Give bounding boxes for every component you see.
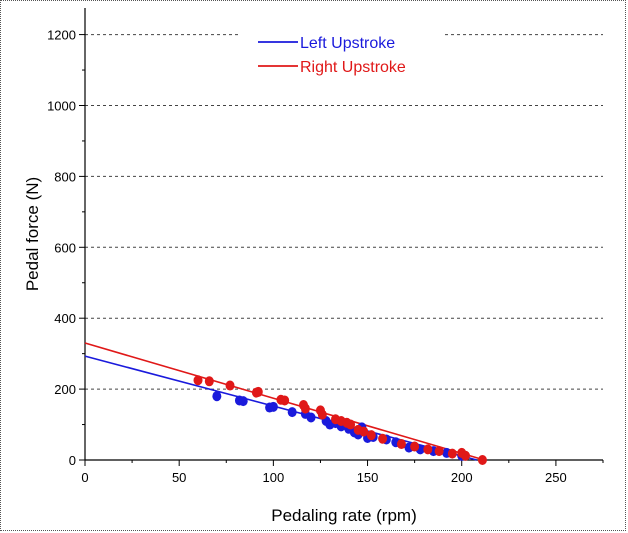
- left-upstroke-point: [268, 401, 278, 412]
- right-upstroke-point: [477, 455, 487, 465]
- right-upstroke-point: [359, 426, 369, 437]
- right-upstroke-point: [410, 441, 420, 452]
- right-upstroke-point: [346, 419, 356, 430]
- left-upstroke-point: [238, 396, 248, 407]
- x-tick-label: 0: [81, 470, 88, 485]
- left-upstroke-point: [287, 407, 297, 418]
- y-axis-title: Pedal force (N): [23, 177, 42, 291]
- legend-label: Left Upstroke: [300, 35, 395, 52]
- y-tick-label: 400: [54, 311, 76, 326]
- grid-layer: [85, 34, 603, 390]
- legend-box: [240, 28, 445, 76]
- left-upstroke-fit-line: [84, 355, 478, 461]
- x-tick-label: 100: [263, 470, 285, 485]
- left-upstroke-point: [212, 391, 222, 402]
- right-upstroke-point: [423, 444, 433, 455]
- right-upstroke-point: [366, 430, 376, 441]
- y-tick-label: 800: [54, 169, 76, 184]
- right-upstroke-point: [204, 376, 214, 387]
- y-tick-label: 1200: [47, 28, 76, 43]
- legend-label: Right Upstroke: [300, 59, 406, 76]
- right-upstroke-point: [378, 433, 388, 444]
- right-upstroke-point: [460, 450, 470, 461]
- right-upstroke-point: [434, 446, 444, 457]
- x-axis-title: Pedaling rate (rpm): [271, 506, 417, 525]
- y-tick-label: 1000: [47, 98, 76, 113]
- right-upstroke-point: [396, 439, 406, 450]
- right-upstroke-point: [280, 395, 290, 406]
- points-layer: [193, 375, 487, 465]
- right-upstroke-point: [447, 448, 457, 459]
- x-tick-label: 250: [545, 470, 567, 485]
- legend: Left Upstroke Right Upstroke: [240, 28, 445, 76]
- y-tick-label: 0: [69, 453, 76, 468]
- axes-layer: 0 200 400 600 800 1000 1200 0 50 100 150 200 250: [47, 8, 604, 485]
- y-tick-label: 600: [54, 240, 76, 255]
- right-upstroke-point: [317, 409, 327, 420]
- right-upstroke-point: [300, 403, 310, 414]
- x-tick-label: 200: [451, 470, 473, 485]
- y-tick-label: 200: [54, 382, 76, 397]
- right-upstroke-point: [225, 380, 235, 391]
- left-upstroke-point: [306, 412, 316, 423]
- x-tick-label: 150: [357, 470, 379, 485]
- right-upstroke-point: [253, 386, 263, 397]
- right-upstroke-point: [193, 375, 203, 386]
- x-tick-label: 50: [172, 470, 186, 485]
